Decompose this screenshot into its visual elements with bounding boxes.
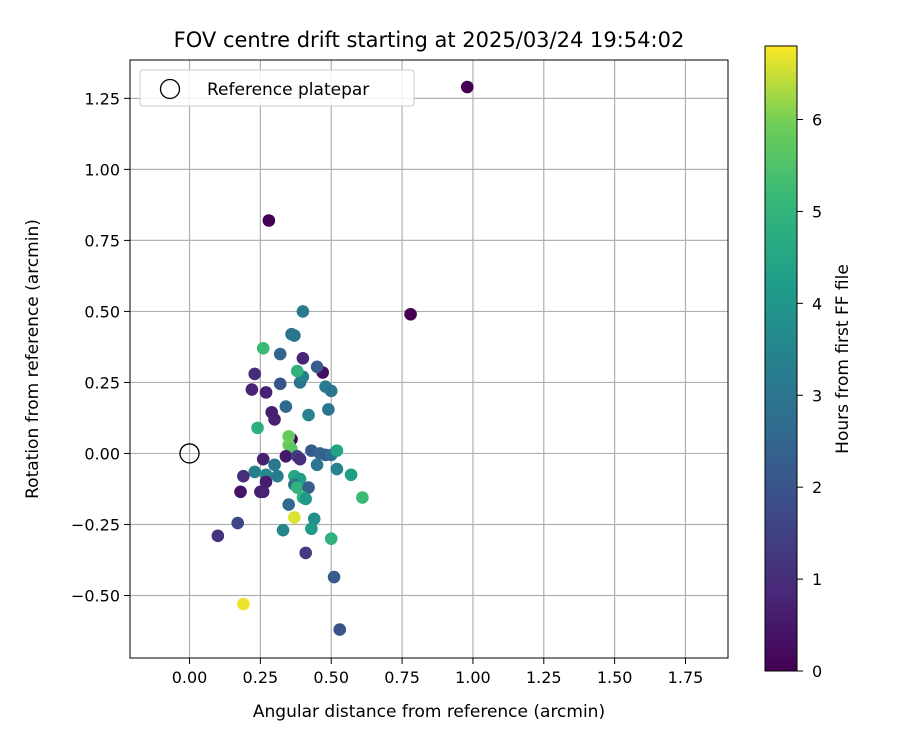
data-point	[302, 481, 315, 494]
y-tick-label: −0.50	[71, 587, 120, 606]
data-point	[268, 413, 281, 426]
colorbar-tick-label: 6	[812, 111, 822, 130]
data-point	[256, 452, 270, 466]
data-point	[324, 384, 338, 398]
colorbar-tick-label: 5	[812, 202, 822, 221]
data-point	[237, 469, 250, 483]
data-point	[330, 462, 344, 476]
data-point	[256, 342, 270, 355]
grid-lines	[130, 60, 728, 658]
data-point	[322, 403, 335, 416]
data-point	[344, 468, 358, 482]
data-point	[248, 367, 262, 381]
data-point	[262, 214, 276, 227]
data-point	[307, 512, 321, 526]
plot-frame	[129, 59, 729, 659]
colorbar-tick-label: 0	[812, 662, 822, 681]
data-point	[296, 351, 310, 365]
data-point	[290, 364, 304, 378]
x-tick-label: 1.25	[526, 668, 562, 687]
data-point	[237, 597, 250, 611]
data-point	[282, 498, 296, 511]
x-tick-label: 0.25	[243, 668, 279, 687]
data-point	[273, 377, 287, 391]
colorbar-ticks: 0 1 2 3 4 5 6	[797, 111, 822, 681]
data-point	[259, 475, 273, 489]
data-point	[302, 408, 315, 422]
data-point	[296, 305, 310, 318]
data-point	[310, 458, 324, 472]
data-point	[273, 347, 287, 361]
x-tick-label: 0.50	[313, 668, 349, 687]
y-axis-label: Rotation from reference (arcmin)	[23, 219, 43, 499]
data-point	[324, 532, 338, 545]
data-point	[279, 400, 293, 413]
data-point	[288, 511, 301, 524]
data-point	[293, 452, 307, 466]
data-point	[333, 623, 347, 636]
y-axis-ticks: −0.50 −0.25 0.00 0.25 0.50 0.75 1.00 1.25	[71, 89, 130, 606]
legend-entry-reference: Reference platepar	[207, 80, 369, 100]
data-point	[305, 522, 318, 536]
data-point	[271, 469, 284, 483]
data-point	[299, 546, 313, 560]
y-tick-label: 0.00	[84, 444, 120, 463]
legend-reference-icon	[159, 78, 181, 100]
colorbar-tick-label: 2	[812, 478, 822, 497]
y-tick-label: 0.25	[84, 373, 120, 392]
x-tick-label: 1.50	[597, 668, 633, 687]
data-point	[279, 449, 293, 463]
y-tick-label: 1.25	[84, 89, 120, 108]
data-points	[211, 80, 474, 636]
x-tick-label: 1.00	[455, 668, 491, 687]
colorbar-gradient	[764, 45, 798, 672]
x-tick-label: 0.75	[384, 668, 420, 687]
y-tick-label: 0.75	[84, 231, 120, 250]
data-point	[211, 529, 225, 543]
chart-title: FOV centre drift starting at 2025/03/24 …	[174, 28, 685, 52]
colorbar-label: Hours from first FF file	[833, 264, 853, 454]
data-point	[290, 481, 304, 494]
data-point	[268, 458, 281, 472]
legend-box	[139, 69, 415, 107]
data-point	[245, 383, 259, 396]
data-point	[299, 492, 313, 506]
data-point	[288, 329, 301, 342]
data-point	[234, 485, 247, 499]
data-point	[256, 485, 270, 499]
x-tick-label: 1.75	[668, 668, 704, 687]
legend: Reference platepar	[139, 69, 415, 107]
data-point	[259, 386, 273, 399]
colorbar-tick-label: 4	[812, 294, 822, 313]
data-point	[327, 570, 341, 584]
colorbar-tick-label: 3	[812, 386, 822, 405]
y-tick-label: 1.00	[84, 160, 120, 179]
y-tick-label: −0.25	[71, 515, 120, 534]
x-axis-label: Angular distance from reference (arcmin)	[253, 702, 605, 722]
data-point	[248, 465, 262, 479]
data-point	[251, 421, 264, 435]
colorbar-tick-label: 1	[812, 570, 822, 589]
x-axis-ticks: 0.00 0.25 0.50 0.75 1.00 1.25 1.50 1.75	[172, 658, 704, 687]
data-point	[276, 523, 290, 537]
data-point	[460, 80, 474, 94]
data-point	[310, 360, 324, 374]
data-point	[356, 491, 369, 504]
x-tick-label: 0.00	[172, 668, 208, 687]
data-point	[231, 516, 244, 530]
data-point	[404, 307, 417, 321]
colorbar: 0 1 2 3 4 5 6 Hours from first FF file	[764, 45, 853, 681]
data-point	[330, 444, 344, 457]
reference-platepar-marker	[179, 443, 200, 464]
y-tick-label: 0.50	[84, 302, 120, 321]
